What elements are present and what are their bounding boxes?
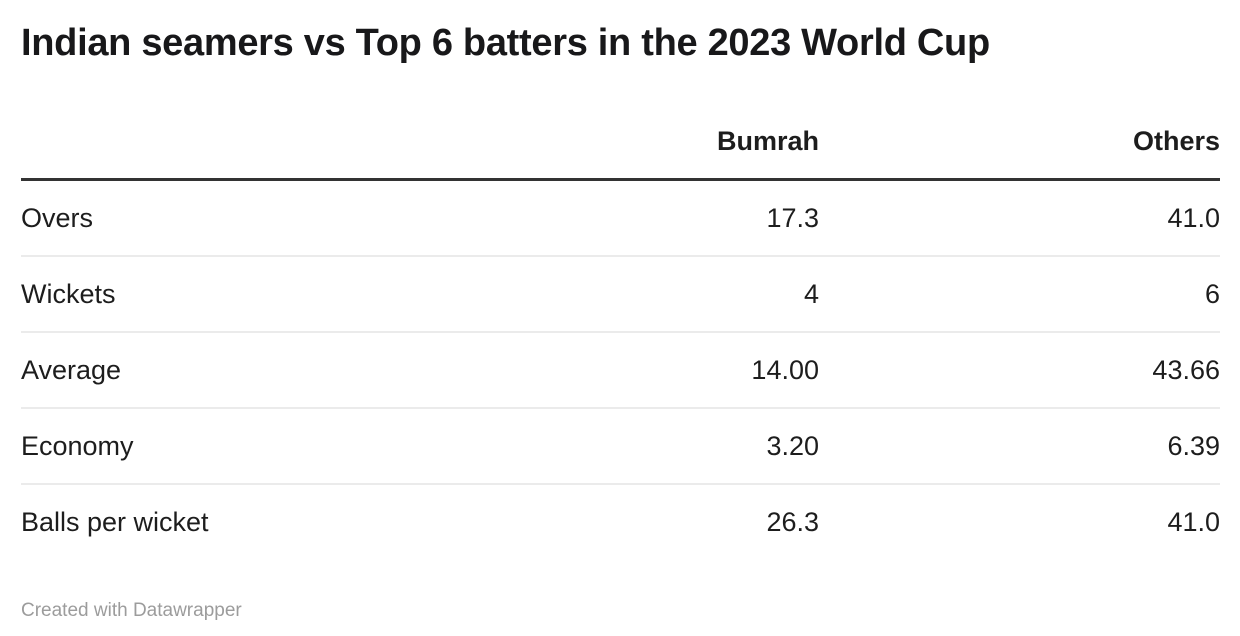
header-row: Bumrah Others	[21, 126, 1220, 181]
row-label: Economy	[21, 407, 421, 484]
table-row: Wickets 4 6	[21, 255, 1220, 332]
cell-others-value: 41.0	[819, 483, 1220, 559]
data-table: Bumrah Others Overs 17.3 41.0 Wickets 4 …	[21, 126, 1220, 559]
row-label: Wickets	[21, 255, 421, 332]
row-label: Average	[21, 331, 421, 408]
column-header-bumrah: Bumrah	[421, 126, 819, 181]
table-header: Bumrah Others	[21, 126, 1220, 181]
cell-bumrah-value: 26.3	[421, 483, 819, 559]
table-row: Economy 3.20 6.39	[21, 407, 1220, 484]
row-label: Overs	[21, 203, 94, 233]
table-row: Overs 17.3 41.0	[21, 180, 1220, 257]
cell-others-value: 41.0	[1167, 203, 1220, 233]
cell-bumrah-value: 17.3	[766, 203, 819, 233]
cell-bumrah-value: 14.00	[421, 331, 819, 408]
cell-others-value: 43.66	[819, 331, 1220, 408]
chart-title: Indian seamers vs Top 6 batters in the 2…	[21, 22, 990, 64]
cell-bumrah-value: 3.20	[421, 407, 819, 484]
column-header-others: Others	[819, 126, 1220, 181]
column-header-empty	[21, 126, 421, 181]
datawrapper-attribution-link[interactable]: Created with Datawrapper	[21, 600, 242, 621]
chart-container: Indian seamers vs Top 6 batters in the 2…	[21, 22, 1220, 621]
cell-bumrah-value: 4	[421, 255, 819, 332]
table-row: Average 14.00 43.66	[21, 331, 1220, 408]
cell-others-value: 6.39	[819, 407, 1220, 484]
cell-others-value: 6	[819, 255, 1220, 332]
table-row: Balls per wicket 26.3 41.0	[21, 483, 1220, 559]
row-label: Balls per wicket	[21, 483, 421, 559]
